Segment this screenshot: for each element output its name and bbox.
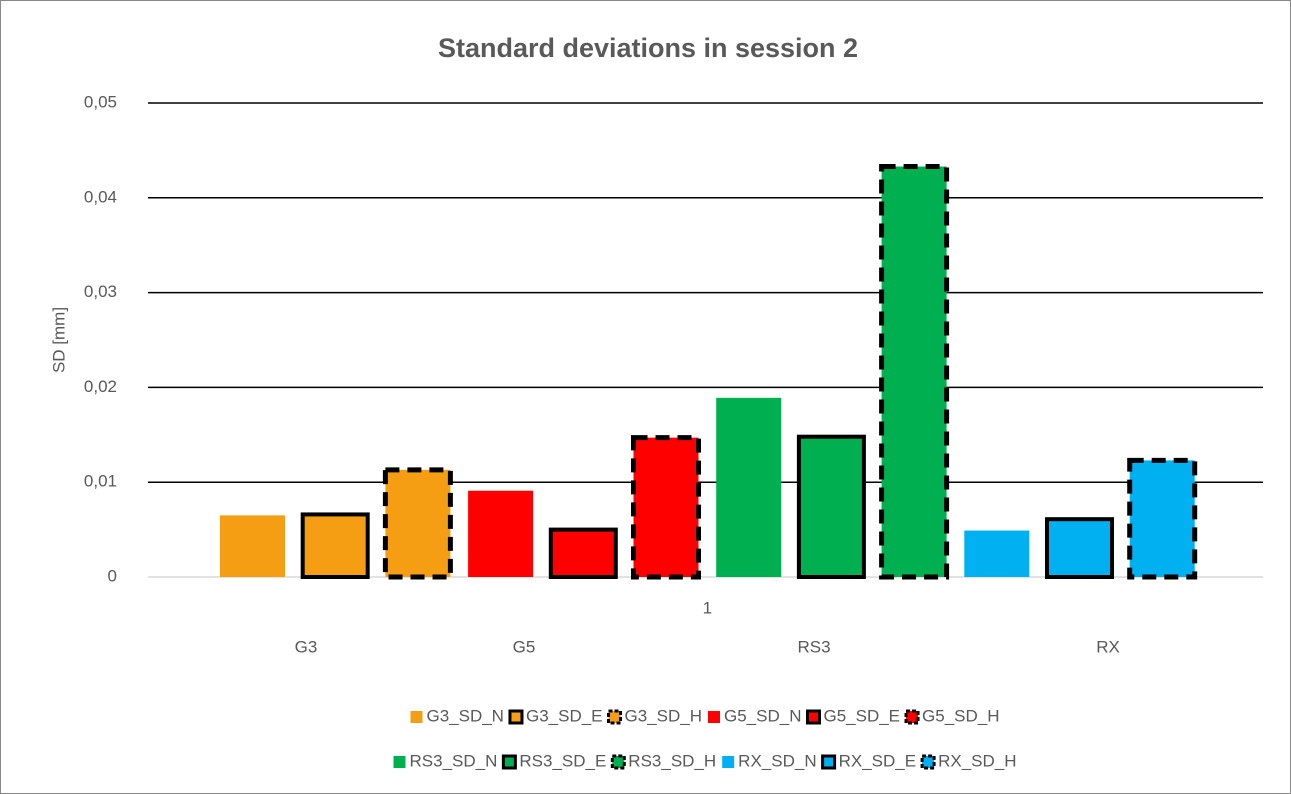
bar <box>548 527 618 579</box>
legend-label: G3_SD_E <box>526 706 603 725</box>
legend-label: RX_SD_E <box>839 751 916 770</box>
bar <box>1127 457 1198 580</box>
legend-marker <box>410 711 423 723</box>
legend-marker <box>708 711 720 723</box>
legend-label: G5_SD_N <box>724 706 801 725</box>
legend-marker <box>904 709 920 725</box>
group-label: G3 <box>295 637 318 656</box>
legend-label: RX_SD_H <box>938 751 1016 770</box>
legend-label: RS3_SD_H <box>628 751 716 770</box>
bar <box>220 515 285 577</box>
bar <box>300 512 370 580</box>
legend-marker <box>920 754 936 770</box>
y-tick-label: 0 <box>108 566 117 585</box>
legend-marker <box>821 754 837 770</box>
group-label: RS3 <box>797 637 830 656</box>
legend-marker <box>393 756 406 768</box>
legend-marker <box>722 756 735 768</box>
group-label: G5 <box>513 637 536 656</box>
y-tick-label: 0,05 <box>84 92 117 111</box>
bar <box>1045 517 1114 579</box>
bar <box>382 467 453 580</box>
legend-marker <box>508 709 524 725</box>
bar <box>964 530 1030 577</box>
y-axis-label: SD [mm] <box>49 307 68 373</box>
bar <box>879 164 950 580</box>
legend-label: G3_SD_N <box>426 706 503 725</box>
x-tick-label: 1 <box>703 598 712 617</box>
chart-title: Standard deviations in session 2 <box>438 33 858 63</box>
legend-label: G5_SD_H <box>922 706 999 725</box>
y-tick-label: 0,03 <box>84 282 117 301</box>
y-tick-label: 0,04 <box>84 187 117 206</box>
y-tick-label: 0,01 <box>84 472 117 491</box>
legend-row: G3_SD_N G3_SD_E G3_SD_H G5_SD_N G5_SD_E G5_SD… <box>410 706 1000 725</box>
bar <box>796 434 866 580</box>
bar <box>631 435 701 580</box>
bar <box>468 490 534 577</box>
y-tick-label: 0,02 <box>84 377 117 396</box>
bar <box>716 397 782 577</box>
legend-label: RX_SD_N <box>738 751 816 770</box>
legend-marker <box>607 709 623 725</box>
legend-label: RS3_SD_E <box>519 751 606 770</box>
legend-marker <box>805 709 821 725</box>
legend-marker <box>501 754 517 770</box>
legend-label: G5_SD_E <box>823 706 900 725</box>
legend-label: G3_SD_H <box>625 706 702 725</box>
legend-marker <box>610 754 626 770</box>
legend-row: RS3_SD_N RS3_SD_E RS3_SD_H RX_SD_N RX_SD_E RX… <box>393 751 1017 770</box>
legend-label: RS3_SD_N <box>409 751 497 770</box>
group-label: RX <box>1096 637 1120 656</box>
